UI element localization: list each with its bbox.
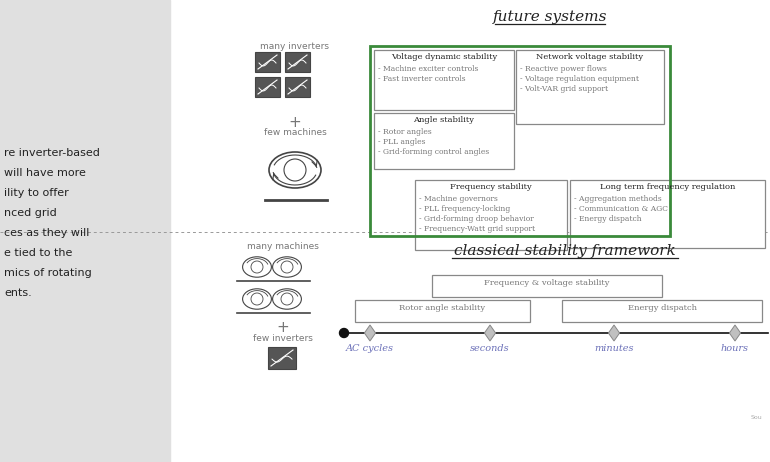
Ellipse shape [273, 257, 301, 277]
Bar [570, 180, 765, 248]
Text: few machines: few machines [263, 128, 326, 137]
Ellipse shape [243, 289, 271, 309]
Bar [255, 77, 280, 97]
Text: seconds: seconds [470, 344, 510, 353]
Ellipse shape [269, 152, 321, 188]
Circle shape [281, 261, 293, 273]
Circle shape [284, 159, 306, 181]
Text: - Volt-VAR grid support: - Volt-VAR grid support [520, 85, 608, 93]
Text: - Frequency-Watt grid support: - Frequency-Watt grid support [419, 225, 535, 233]
Text: - PLL frequency-locking: - PLL frequency-locking [419, 205, 511, 213]
Text: will have more: will have more [4, 168, 86, 178]
Ellipse shape [243, 257, 271, 277]
Text: Rotor angle stability: Rotor angle stability [400, 304, 486, 312]
Text: - Rotor angles: - Rotor angles [378, 128, 432, 136]
Circle shape [340, 328, 349, 338]
Bar [255, 52, 280, 72]
Text: Frequency stability: Frequency stability [450, 183, 532, 191]
Circle shape [251, 261, 263, 273]
Text: +: + [289, 115, 301, 130]
Circle shape [251, 293, 263, 305]
Bar [516, 50, 664, 124]
Text: - Communication & AGC: - Communication & AGC [574, 205, 668, 213]
Text: ces as they will: ces as they will [4, 228, 89, 238]
Text: - Voltage regulation equipment: - Voltage regulation equipment [520, 75, 639, 83]
Text: mics of rotating: mics of rotating [4, 268, 92, 278]
Polygon shape [729, 325, 741, 341]
Polygon shape [484, 325, 496, 341]
Text: many machines: many machines [247, 242, 319, 251]
Text: minutes: minutes [594, 344, 634, 353]
Text: - Reactive power flows: - Reactive power flows [520, 65, 607, 73]
Text: - Aggregation methods: - Aggregation methods [574, 195, 661, 203]
Text: - Machine exciter controls: - Machine exciter controls [378, 65, 478, 73]
Text: Energy dispatch: Energy dispatch [628, 304, 697, 312]
Text: nced grid: nced grid [4, 208, 57, 218]
Polygon shape [608, 325, 620, 341]
Text: - Fast inverter controls: - Fast inverter controls [378, 75, 466, 83]
Text: re inverter-based: re inverter-based [4, 148, 100, 158]
Text: Long term frequency regulation: Long term frequency regulation [600, 183, 735, 191]
Bar [432, 275, 662, 297]
Text: classical stability framework: classical stability framework [454, 244, 676, 258]
Text: Sou: Sou [750, 415, 762, 420]
Bar [374, 113, 514, 169]
Ellipse shape [273, 289, 301, 309]
Bar [285, 77, 310, 97]
Polygon shape [364, 325, 376, 341]
Text: many inverters: many inverters [260, 42, 330, 51]
Text: few inverters: few inverters [253, 334, 313, 343]
Text: Angle stability: Angle stability [413, 116, 474, 124]
Text: - PLL angles: - PLL angles [378, 138, 426, 146]
Bar [355, 300, 530, 322]
Text: ility to offer: ility to offer [4, 188, 69, 198]
Bar [285, 52, 310, 72]
Bar [415, 180, 567, 250]
Bar [562, 300, 762, 322]
Text: Voltage dynamic stability: Voltage dynamic stability [391, 53, 497, 61]
Text: - Machine governors: - Machine governors [419, 195, 498, 203]
Text: Frequency & voltage stability: Frequency & voltage stability [484, 279, 610, 287]
Bar [268, 347, 296, 369]
Text: - Grid-forming control angles: - Grid-forming control angles [378, 148, 489, 156]
Text: +: + [276, 320, 290, 335]
Circle shape [281, 293, 293, 305]
Bar [0, 0, 170, 462]
Text: - Grid-forming droop behavior: - Grid-forming droop behavior [419, 215, 534, 223]
Text: - Energy dispatch: - Energy dispatch [574, 215, 641, 223]
Text: hours: hours [721, 344, 749, 353]
Bar [374, 50, 514, 110]
Text: future systems: future systems [493, 10, 608, 24]
Text: AC cycles: AC cycles [346, 344, 394, 353]
Text: ents.: ents. [4, 288, 32, 298]
Bar [370, 46, 670, 236]
Text: Network voltage stability: Network voltage stability [537, 53, 644, 61]
Text: e tied to the: e tied to the [4, 248, 72, 258]
